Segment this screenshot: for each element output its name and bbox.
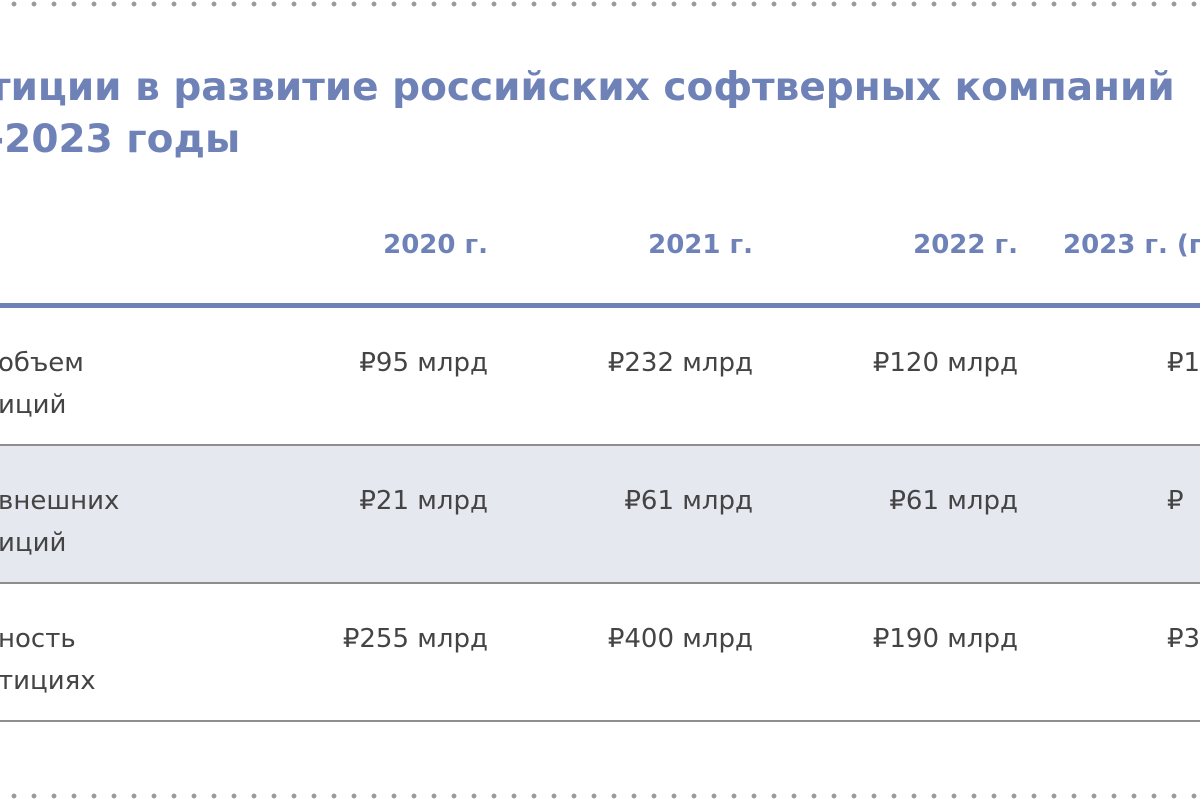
table-cell: ₽: [1167, 486, 1184, 516]
dotted-border-top: [0, 0, 1200, 8]
table-cell: ₽61 млрд: [624, 486, 753, 516]
investment-table: 2020 г. 2021 г. 2022 г. 2023 г. (п объем…: [0, 215, 1200, 722]
title-line-2: -2023 годы: [0, 117, 241, 162]
table-cell: ₽3: [1167, 624, 1200, 654]
table-cell: ₽232 млрд: [607, 348, 753, 378]
column-header-2021: 2021 г.: [648, 230, 753, 260]
table-header-row: 2020 г. 2021 г. 2022 г. 2023 г. (п: [0, 215, 1200, 308]
table-cell: ₽400 млрд: [607, 624, 753, 654]
column-header-2022: 2022 г.: [913, 230, 1018, 260]
table-cell: ₽255 млрд: [342, 624, 488, 654]
column-header-2023: 2023 г. (п: [1063, 230, 1200, 260]
row-label: внешних иций: [0, 486, 120, 558]
table-row: ность тициях ₽255 млрд ₽400 млрд ₽190 мл…: [0, 584, 1200, 722]
table-cell: ₽1: [1167, 348, 1200, 378]
table-cell: ₽190 млрд: [872, 624, 1018, 654]
table-cell: ₽120 млрд: [872, 348, 1018, 378]
table-cell: ₽95 млрд: [359, 348, 488, 378]
dotted-border-bottom: [0, 792, 1200, 800]
table-row: внешних иций ₽21 млрд ₽61 млрд ₽61 млрд …: [0, 446, 1200, 584]
column-header-2020: 2020 г.: [383, 230, 488, 260]
table-cell: ₽21 млрд: [359, 486, 488, 516]
row-label: ность тициях: [0, 624, 96, 696]
table-row: объем иций ₽95 млрд ₽232 млрд ₽120 млрд …: [0, 308, 1200, 446]
page-title: тиции в развитие российских софтверных к…: [0, 62, 1200, 166]
row-label: объем иций: [0, 348, 84, 420]
title-line-1: тиции в развитие российских софтверных к…: [0, 65, 1175, 110]
table-cell: ₽61 млрд: [889, 486, 1018, 516]
